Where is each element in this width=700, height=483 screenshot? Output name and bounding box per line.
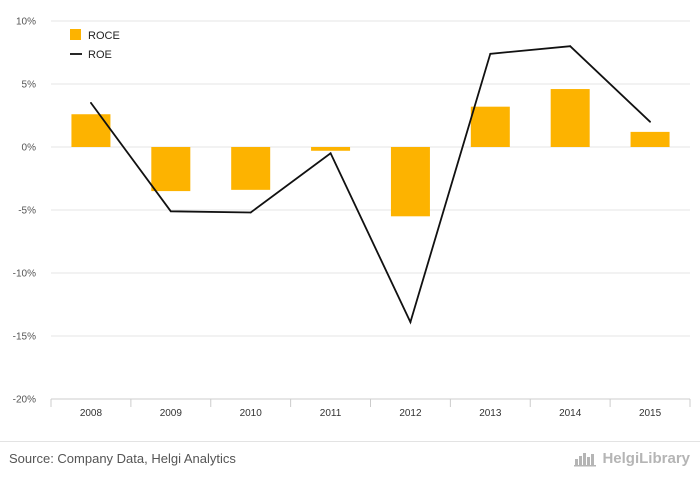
roe-point (90, 102, 92, 104)
roce-bar (550, 89, 590, 147)
roce-bar (470, 106, 510, 147)
roe-point (409, 321, 412, 324)
roe-point (649, 120, 651, 123)
roce-bar (311, 147, 351, 151)
y-tick-label: 0% (22, 143, 37, 154)
legend-roce-swatch (70, 29, 81, 40)
legend-roce-label: ROCE (88, 30, 120, 42)
source-note: Source: Company Data, Helgi Analytics (9, 451, 236, 466)
roe-point (169, 210, 172, 213)
y-tick-label: -15% (13, 332, 36, 343)
roe-point (569, 45, 572, 48)
x-tick-label: 2015 (639, 408, 662, 419)
y-tick-label: -5% (18, 206, 36, 217)
y-tick-label: -20% (13, 395, 36, 406)
roce-bar (151, 147, 191, 192)
helgi-library-logo[interactable]: HelgiLibrary (574, 449, 690, 467)
x-tick-label: 2012 (399, 408, 422, 419)
x-tick-label: 2013 (479, 408, 502, 419)
x-tick-label: 2008 (80, 408, 103, 419)
roe-point (329, 152, 332, 155)
roce-bar (390, 147, 430, 217)
y-tick-label: -10% (13, 269, 36, 280)
roce-roe-chart: 10% 5% 0% -5% -10% -15% -20% 2008 2009 2010 2011 20… (13, 17, 691, 419)
helgi-library-logo-icon (574, 453, 597, 467)
legend-roe-label: ROE (88, 49, 112, 61)
footer-divider (0, 441, 700, 442)
x-tick-label: 2011 (320, 408, 342, 419)
x-tick-label: 2014 (559, 408, 582, 419)
x-tick-label: 2009 (160, 408, 183, 419)
roce-bar (231, 147, 271, 190)
roe-point (249, 211, 252, 214)
roce-bar (71, 114, 111, 147)
logo-text: HelgiLibrary (602, 449, 690, 467)
chart: 10% 5% 0% -5% -10% -15% -20% 2008 2009 2010 2011 20… (13, 17, 691, 419)
roe-point (489, 52, 492, 55)
x-tick-label: 2010 (240, 408, 263, 419)
y-tick-label: 10% (16, 17, 36, 28)
y-tick-label: 5% (22, 80, 37, 91)
roe-line (90, 45, 651, 325)
roce-bar (630, 131, 670, 147)
